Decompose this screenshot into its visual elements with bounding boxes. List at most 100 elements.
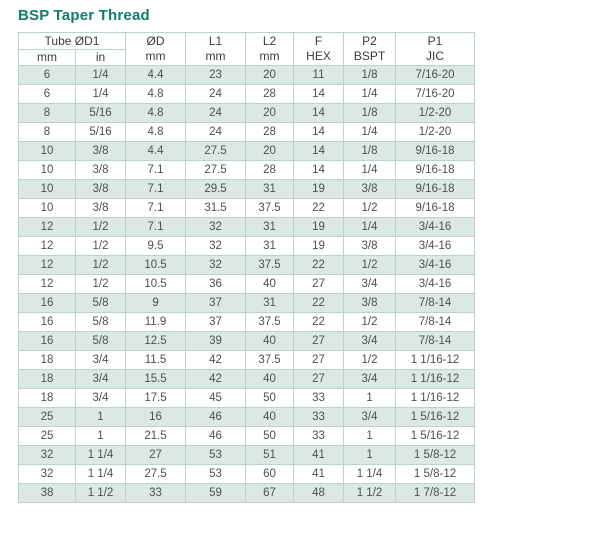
cell: 15.5 (125, 369, 187, 389)
table-row: 8 5/16 4.8 24 20 14 1/8 1/2-20 (18, 103, 476, 123)
cell: 8 (18, 103, 76, 123)
cell: 32 (18, 445, 76, 465)
table-row: 12 1/2 10.5 32 37.5 22 1/2 3/4-16 (18, 255, 476, 275)
table-row: 10 3/8 7.1 29.5 31 19 3/8 9/16-18 (18, 179, 476, 199)
cell: 16 (125, 407, 187, 427)
cell: 1 1/4 (74, 464, 127, 484)
cell: 10.5 (125, 255, 187, 275)
cell: 33 (293, 407, 345, 427)
cell: 1/2 (74, 217, 127, 237)
cell: 20 (245, 141, 295, 161)
cell: 27 (293, 369, 345, 389)
table-row: 18 3/4 17.5 45 50 33 1 1 1/16-12 (18, 388, 476, 408)
cell: 20 (245, 103, 295, 123)
cell: 1/4 (343, 122, 397, 142)
cell: 3/4 (343, 407, 397, 427)
cell: 3/4 (74, 350, 127, 370)
cell: 1 1/16-12 (395, 388, 476, 408)
cell: 40 (245, 331, 295, 351)
cell: 42 (185, 350, 247, 370)
cell: 1 1/4 (74, 445, 127, 465)
cell: 5/8 (74, 293, 127, 313)
cell: 19 (293, 179, 345, 199)
cell: 48 (293, 483, 345, 503)
cell: 11 (293, 65, 345, 85)
cell: 7/8-14 (395, 312, 476, 332)
col-header-p2-bspt-line1: P2 (362, 34, 377, 48)
cell: 1/8 (343, 141, 397, 161)
cell: 1/4 (74, 84, 127, 104)
col-header-f-hex-line1: F (314, 34, 323, 48)
table-row: 25 1 16 46 40 33 3/4 1 5/16-12 (18, 407, 476, 427)
table-header: Tube ØD1 ØD mm L1 mm L2 mm F HEX (17, 32, 476, 66)
cell: 14 (293, 122, 345, 142)
table-row: 10 3/8 7.1 31.5 37.5 22 1/2 9/16-18 (18, 198, 476, 218)
cell: 27 (125, 445, 187, 465)
cell: 53 (185, 464, 247, 484)
cell: 23 (185, 65, 247, 85)
col-header-l2-line2: mm (259, 49, 280, 63)
cell: 18 (18, 350, 76, 370)
cell: 5/8 (74, 312, 127, 332)
cell: 1/4 (343, 217, 397, 237)
cell: 11.5 (125, 350, 187, 370)
col-header-mm: mm (18, 49, 76, 66)
cell: 1 1/2 (343, 483, 397, 503)
cell: 24 (185, 84, 247, 104)
cell: 12 (18, 255, 76, 275)
cell: 28 (245, 122, 295, 142)
cell: 11.9 (125, 312, 187, 332)
cell: 1 1/16-12 (395, 369, 476, 389)
cell: 6 (18, 65, 76, 85)
cell: 33 (293, 426, 345, 446)
cell: 9.5 (125, 236, 187, 256)
cell: 46 (185, 426, 247, 446)
cell: 1/4 (74, 65, 127, 85)
table-row: 16 5/8 11.9 37 37.5 22 1/2 7/8-14 (18, 312, 476, 332)
cell: 1 (343, 388, 397, 408)
col-header-od-line2: mm (145, 49, 166, 63)
cell: 16 (18, 293, 76, 313)
table-row: 16 5/8 12.5 39 40 27 3/4 7/8-14 (18, 331, 476, 351)
cell: 1/2 (343, 350, 397, 370)
col-header-l1-line1: L1 (208, 34, 223, 48)
col-header-od: ØD mm (125, 32, 187, 66)
cell: 10 (18, 179, 76, 199)
table-row: 16 5/8 9 37 31 22 3/8 7/8-14 (18, 293, 476, 313)
header-row-1: Tube ØD1 ØD mm L1 mm L2 mm F HEX (17, 32, 476, 66)
cell: 33 (293, 388, 345, 408)
col-header-p2-bspt: P2 BSPT (343, 32, 397, 66)
table-row: 12 1/2 7.1 32 31 19 1/4 3/4-16 (18, 217, 476, 237)
cell: 10 (18, 141, 76, 161)
table-row: 38 1 1/2 33 59 67 48 1 1/2 1 7/8-12 (18, 483, 476, 503)
cell: 17.5 (125, 388, 187, 408)
cell: 12.5 (125, 331, 187, 351)
col-header-tube-od1-label: Tube ØD1 (44, 33, 100, 48)
cell: 31 (245, 179, 295, 199)
cell: 10 (18, 198, 76, 218)
cell: 1/2-20 (395, 103, 476, 123)
cell: 1/2-20 (395, 122, 476, 142)
cell: 18 (18, 369, 76, 389)
col-header-f-hex: F HEX (293, 32, 345, 66)
table-row: 8 5/16 4.8 24 28 14 1/4 1/2-20 (18, 122, 476, 142)
cell: 60 (245, 464, 295, 484)
cell: 3/4-16 (395, 274, 476, 294)
table-row: 18 3/4 11.5 42 37.5 27 1/2 1 1/16-12 (18, 350, 476, 370)
cell: 32 (185, 236, 247, 256)
col-header-od-line1: ØD (146, 34, 165, 48)
cell: 51 (245, 445, 295, 465)
cell: 27.5 (185, 141, 247, 161)
cell: 24 (185, 103, 247, 123)
cell: 3/4 (74, 369, 127, 389)
cell: 3/8 (74, 179, 127, 199)
cell: 1/2 (343, 312, 397, 332)
cell: 37.5 (245, 198, 295, 218)
cell: 8 (18, 122, 76, 142)
cell: 3/4 (343, 331, 397, 351)
cell: 31 (245, 293, 295, 313)
cell: 7.1 (125, 217, 187, 237)
cell: 4.8 (125, 103, 187, 123)
cell: 7.1 (125, 160, 187, 180)
